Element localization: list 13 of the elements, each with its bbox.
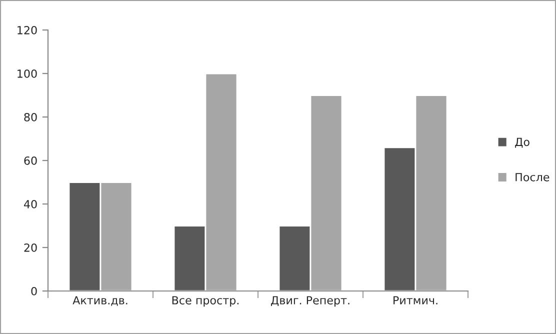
y-tick-label: 100: [18, 69, 37, 78]
x-tick-label: Двиг. Реперт.: [271, 296, 350, 307]
legend-label: После: [516, 173, 550, 182]
x-tick-label: Актив.дв.: [72, 296, 128, 306]
x-tick-label: Ритмич.: [394, 296, 438, 304]
legend-label: До: [515, 138, 530, 148]
y-tick-label: 120: [18, 26, 37, 34]
x-tick-label: Все простр.: [172, 296, 238, 307]
y-tick-label: 80: [24, 112, 37, 122]
y-tick-label: 20: [24, 243, 37, 252]
y-tick-label: 60: [24, 156, 37, 165]
y-tick-label: 40: [24, 200, 37, 208]
y-tick-label: 0: [31, 286, 37, 296]
